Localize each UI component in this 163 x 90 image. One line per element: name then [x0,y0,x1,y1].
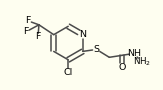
Text: NH: NH [127,49,141,58]
Text: F: F [25,16,31,25]
Text: F: F [35,32,41,41]
Text: S: S [94,45,99,54]
Text: N: N [79,30,86,39]
Text: O: O [118,63,126,72]
Text: F: F [23,27,29,36]
Text: NH$_2$: NH$_2$ [133,56,151,68]
Text: Cl: Cl [64,68,73,77]
